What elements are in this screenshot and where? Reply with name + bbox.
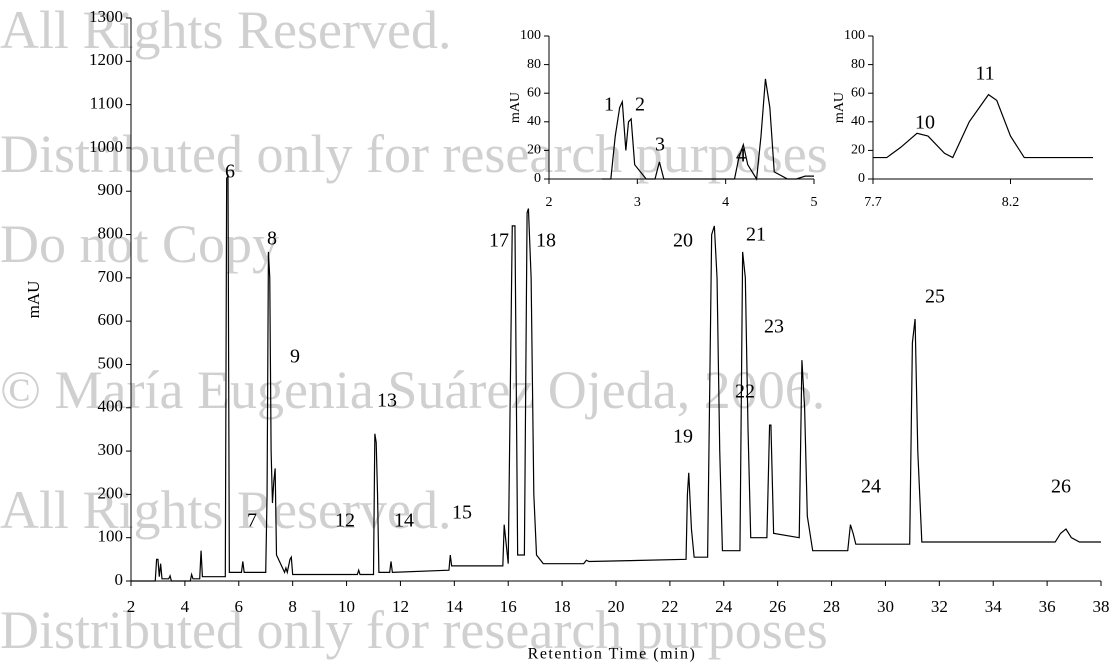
y-tick-label: 1100 bbox=[90, 94, 123, 113]
trace bbox=[602, 78, 814, 181]
y-tick-label: 500 bbox=[98, 353, 124, 372]
peak-label: 26 bbox=[1051, 476, 1071, 498]
y-tick-label: 600 bbox=[98, 310, 124, 329]
watermark: Distributed only for research purposes bbox=[0, 124, 828, 184]
peak-label: 1 bbox=[604, 94, 614, 116]
x-tick-label: 16 bbox=[500, 597, 517, 616]
peak-label: 13 bbox=[377, 390, 397, 412]
y-axis-label: mAU bbox=[508, 92, 523, 123]
watermark: Do not Copy bbox=[0, 214, 279, 274]
y-tick-label: 100 bbox=[520, 28, 541, 43]
peak-label: 7 bbox=[247, 510, 257, 532]
peak-label: 19 bbox=[673, 426, 693, 448]
x-tick-label: 7.7 bbox=[864, 195, 882, 210]
y-tick-label: 800 bbox=[98, 223, 124, 242]
x-tick-label: 30 bbox=[877, 597, 894, 616]
y-axis-label: mAU bbox=[24, 281, 43, 319]
x-tick-label: 8.2 bbox=[1002, 195, 1020, 210]
peak-label: 23 bbox=[764, 316, 784, 338]
y-tick-label: 300 bbox=[98, 440, 124, 459]
x-tick-label: 6 bbox=[235, 597, 244, 616]
y-tick-label: 0 bbox=[534, 171, 541, 186]
y-tick-label: 60 bbox=[527, 85, 541, 100]
y-tick-label: 1000 bbox=[89, 137, 123, 156]
peak-label: 20 bbox=[673, 230, 693, 252]
peak-label: 4 bbox=[736, 145, 746, 167]
y-axis-label: mAU bbox=[832, 92, 847, 123]
y-tick-label: 80 bbox=[527, 57, 541, 72]
peak-label: 17 bbox=[489, 230, 509, 252]
x-tick-label: 34 bbox=[985, 597, 1003, 616]
trace bbox=[873, 93, 1093, 159]
x-tick-label: 10 bbox=[338, 597, 355, 616]
x-tick-label: 12 bbox=[392, 597, 409, 616]
peak-label: 11 bbox=[975, 63, 994, 85]
y-tick-label: 60 bbox=[851, 85, 865, 100]
x-tick-label: 3 bbox=[634, 195, 641, 210]
y-tick-label: 0 bbox=[858, 171, 865, 186]
peak-label: 12 bbox=[335, 510, 355, 532]
y-tick-label: 20 bbox=[527, 143, 541, 158]
x-tick-label: 22 bbox=[661, 597, 678, 616]
y-tick-label: 1200 bbox=[89, 50, 123, 69]
y-tick-label: 0 bbox=[115, 570, 124, 589]
y-tick-label: 40 bbox=[851, 114, 865, 129]
x-tick-label: 32 bbox=[931, 597, 948, 616]
peak-label: 15 bbox=[452, 502, 472, 524]
x-axis-label: Retention Time (min) bbox=[528, 646, 697, 663]
y-tick-label: 80 bbox=[851, 57, 865, 72]
y-tick-label: 700 bbox=[98, 267, 124, 286]
watermark: © María Eugenia Suárez Ojeda, 2006. bbox=[0, 360, 825, 420]
peak-label: 21 bbox=[746, 224, 766, 246]
y-tick-label: 20 bbox=[851, 143, 865, 158]
x-tick-label: 20 bbox=[608, 597, 625, 616]
y-tick-label: 100 bbox=[844, 28, 865, 43]
peak-label: 24 bbox=[861, 476, 881, 498]
x-tick-label: 4 bbox=[181, 597, 190, 616]
peak-label: 22 bbox=[735, 381, 755, 403]
peak-label: 25 bbox=[925, 286, 945, 308]
x-tick-label: 28 bbox=[823, 597, 840, 616]
peak-label: 3 bbox=[655, 134, 665, 156]
peak-label: 18 bbox=[536, 230, 556, 252]
x-tick-label: 36 bbox=[1039, 597, 1056, 616]
watermark: Distributed only for research purposes bbox=[0, 600, 828, 660]
y-tick-label: 40 bbox=[527, 114, 541, 129]
x-tick-label: 14 bbox=[446, 597, 464, 616]
x-tick-label: 18 bbox=[554, 597, 571, 616]
peak-label: 8 bbox=[267, 228, 277, 250]
peak-label: 10 bbox=[915, 112, 935, 134]
x-tick-label: 5 bbox=[811, 195, 818, 210]
peak-label: 14 bbox=[394, 510, 414, 532]
peak-label: 2 bbox=[635, 94, 645, 116]
peak-label: 6 bbox=[225, 161, 235, 183]
y-tick-label: 400 bbox=[98, 397, 124, 416]
x-tick-label: 24 bbox=[715, 597, 733, 616]
y-tick-label: 100 bbox=[98, 527, 124, 546]
peak-label: 9 bbox=[290, 346, 300, 368]
x-tick-label: 2 bbox=[546, 195, 553, 210]
x-tick-label: 4 bbox=[722, 195, 729, 210]
x-tick-label: 2 bbox=[127, 597, 136, 616]
trace bbox=[131, 173, 1101, 582]
x-tick-label: 8 bbox=[288, 597, 297, 616]
x-tick-label: 26 bbox=[769, 597, 786, 616]
x-tick-label: 38 bbox=[1093, 597, 1110, 616]
watermark: All Rights Reserved. bbox=[0, 0, 451, 60]
y-tick-label: 200 bbox=[98, 483, 124, 502]
y-tick-label: 900 bbox=[98, 180, 124, 199]
y-tick-label: 1300 bbox=[89, 7, 123, 26]
